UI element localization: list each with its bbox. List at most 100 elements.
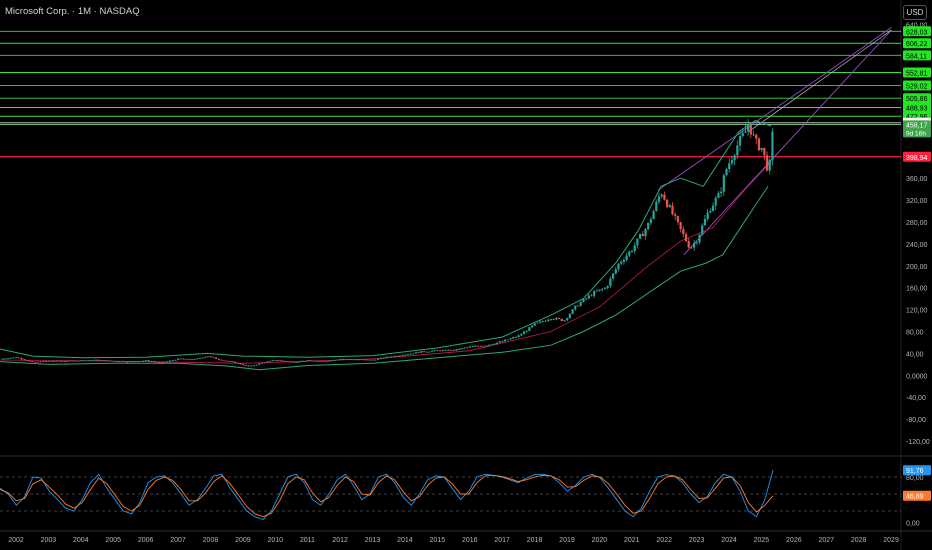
y-tick-label: 120,00 (906, 308, 928, 315)
candle-body (193, 359, 196, 360)
x-tick-label: 2016 (462, 537, 478, 544)
candle-body (331, 360, 334, 362)
candle-body (12, 357, 15, 359)
candle-body (93, 359, 96, 361)
x-tick-label: 2011 (300, 537, 315, 544)
candle-body (66, 361, 69, 362)
candle-body (436, 350, 439, 352)
candle-body (520, 334, 523, 336)
candle-body (50, 360, 53, 362)
candle-body (374, 359, 377, 361)
resistance-tag: 606,22 (906, 41, 928, 48)
y-tick-label: -80,00 (906, 417, 926, 424)
candle-body (96, 359, 99, 361)
x-tick-label: 2005 (105, 537, 121, 544)
candle-body (498, 341, 501, 343)
x-tick-label: 2027 (818, 537, 834, 544)
y-tick-label: 160,00 (906, 286, 928, 293)
candle-body (187, 358, 191, 360)
candle-body (133, 361, 137, 363)
candle-body (258, 363, 261, 365)
x-tick-label: 2018 (527, 537, 543, 544)
candle-body (676, 216, 680, 223)
candle-body (706, 212, 709, 219)
candle-body (395, 355, 399, 357)
candle-body (749, 125, 752, 135)
x-tick-label: 2003 (41, 537, 57, 544)
y-tick-label: 40,00 (906, 351, 924, 358)
candle-body (341, 358, 345, 360)
candle-body (666, 199, 669, 207)
candle-body (7, 358, 10, 360)
y-tick-label: 360,00 (906, 176, 928, 183)
candle-body (88, 360, 91, 362)
candle-body (160, 362, 164, 363)
candle-body (425, 351, 428, 353)
candle-body (1, 358, 4, 360)
x-tick-label: 2021 (624, 537, 640, 544)
candle-body (401, 355, 404, 357)
candle-body (69, 360, 72, 362)
candle-body (728, 163, 731, 170)
candle-body (152, 361, 156, 363)
candle-body (679, 222, 682, 230)
bollinger-upper (0, 120, 772, 359)
x-tick-label: 2002 (8, 537, 24, 544)
candle-body (123, 361, 126, 363)
candle-body (109, 360, 112, 362)
candle-body (347, 358, 350, 360)
candle-body (539, 321, 542, 323)
candle-body (714, 198, 717, 206)
candle-body (223, 360, 226, 362)
candle-body (301, 360, 304, 362)
candle-body (544, 320, 547, 322)
x-tick-label: 2014 (397, 537, 413, 544)
candle-body (595, 290, 598, 292)
stoch-d-tag: 46,89 (906, 494, 924, 501)
candle-body (185, 358, 188, 360)
candle-body (566, 318, 569, 321)
candle-body (52, 361, 56, 362)
candle-body (752, 134, 755, 136)
x-tick-label: 2025 (754, 537, 770, 544)
candle-body (120, 361, 123, 363)
candle-body (255, 364, 258, 366)
candle-body (328, 360, 331, 362)
candle-body (693, 243, 696, 248)
x-tick-label: 2010 (267, 537, 283, 544)
candle-body (422, 351, 426, 353)
candle-body (344, 358, 347, 360)
candle-body (439, 350, 442, 352)
candle-body (158, 362, 161, 363)
candle-body (744, 131, 747, 133)
resistance-tag: 505,86 (906, 96, 928, 103)
osc-y-tick-label: 0,00 (906, 520, 920, 527)
candle-body (563, 320, 566, 322)
candle-body (44, 361, 48, 362)
candle-body (333, 360, 337, 361)
candle-body (768, 159, 771, 171)
candle-body (196, 358, 199, 360)
y-tick-label: 200,00 (906, 264, 928, 271)
candle-body (268, 360, 272, 362)
candle-body (517, 335, 520, 338)
currency-button[interactable]: USD (903, 5, 927, 20)
candle-body (279, 360, 282, 362)
candle-body (201, 357, 204, 359)
support-tag-bg (903, 151, 931, 162)
candle-body (377, 358, 380, 360)
candle-body (736, 145, 739, 156)
candle-body (101, 360, 104, 361)
x-tick-label: 2013 (365, 537, 381, 544)
stoch-d-tag-bg (903, 490, 931, 501)
candle-body (414, 352, 418, 354)
x-tick-label: 2012 (332, 537, 348, 544)
candle-body (260, 362, 264, 364)
candle-body (579, 302, 582, 306)
candle-body (463, 347, 466, 349)
candle-body (584, 298, 588, 300)
candle-body (625, 255, 628, 261)
x-tick-label: 2017 (494, 537, 510, 544)
candle-body (555, 317, 558, 320)
